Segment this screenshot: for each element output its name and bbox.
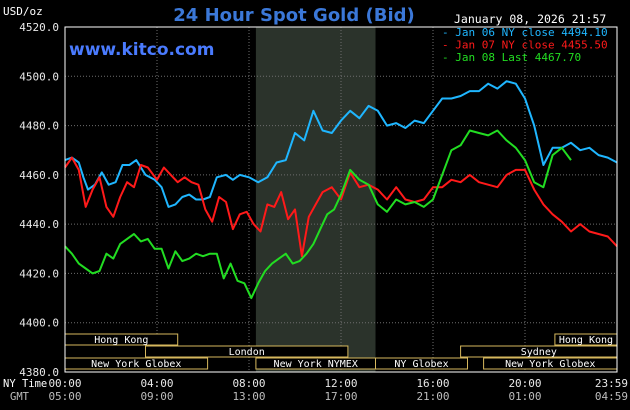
session-label: Hong Kong xyxy=(94,335,148,346)
x-tick-label-ny: 20:00 xyxy=(508,377,541,390)
x-tick-label-gmt: 05:00 xyxy=(48,390,81,403)
session-label: London xyxy=(229,347,265,358)
series-line xyxy=(64,80,618,208)
session-label: New York Globex xyxy=(91,359,181,370)
x-tick-label-ny: 23:59 xyxy=(595,377,628,390)
legend: - Jan 06 NY close 4494.10- Jan 07 NY clo… xyxy=(442,26,608,64)
y-tick-label: 4460.0 xyxy=(19,169,59,182)
session-label: New York Globex xyxy=(505,359,595,370)
y-axis-ticks: 4520.0 4500.0 4480.0 4460.0 4440.0 4420.0 4400… xyxy=(19,21,59,379)
series-line xyxy=(64,156,618,258)
y-tick-label: 4520.0 xyxy=(19,21,59,34)
timestamp: January 08, 2026 21:57 xyxy=(454,12,606,26)
legend-entry: - Jan 06 NY close 4494.10 xyxy=(442,26,608,39)
session-box xyxy=(375,357,468,370)
y-tick-label: 4420.0 xyxy=(19,267,59,280)
x-tick-label-gmt: 13:00 xyxy=(232,390,265,403)
x-tick-label-ny: 08:00 xyxy=(232,377,265,390)
x-tick-label-gmt: 17:00 xyxy=(324,390,357,403)
x-tick-label-ny: 16:00 xyxy=(416,377,449,390)
session-label: New York NYMEX xyxy=(274,359,358,370)
session-label: NY Globex xyxy=(394,359,448,370)
x-tick-label-gmt: 04:59 xyxy=(595,390,628,403)
x-tick-label-gmt: 09:00 xyxy=(140,390,173,403)
session-label: Hong Kong xyxy=(559,335,613,346)
series-lines xyxy=(64,80,618,300)
x-tick-label-ny: 12:00 xyxy=(324,377,357,390)
y-tick-label: 4400.0 xyxy=(19,317,59,330)
x-tick-label-ny: 04:00 xyxy=(140,377,173,390)
unit-label: USD/oz xyxy=(3,5,43,18)
ny-time-label: NY Time xyxy=(3,378,47,390)
x-tick-label-gmt: 21:00 xyxy=(416,390,449,403)
y-tick-label: 4440.0 xyxy=(19,218,59,231)
chart-title: 24 Hour Spot Gold (Bid) xyxy=(173,5,414,26)
legend-entry: - Jan 08 Last 4467.70 xyxy=(442,51,581,64)
y-tick-label: 4480.0 xyxy=(19,120,59,133)
session-box xyxy=(145,345,349,358)
x-tick-label-ny: 00:00 xyxy=(48,377,81,390)
session-label: Sydney xyxy=(521,347,557,358)
plot-border xyxy=(64,26,618,373)
series-line xyxy=(64,129,572,300)
x-tick-label-gmt: 01:00 xyxy=(508,390,541,403)
website-watermark: www.kitco.com xyxy=(69,40,214,60)
y-tick-label: 4380.0 xyxy=(19,366,59,379)
nymex-shaded-region xyxy=(255,27,376,372)
legend-entry: - Jan 07 NY close 4455.50 xyxy=(442,39,608,52)
y-tick-label: 4500.0 xyxy=(19,70,59,83)
gmt-label: GMT xyxy=(10,391,30,403)
